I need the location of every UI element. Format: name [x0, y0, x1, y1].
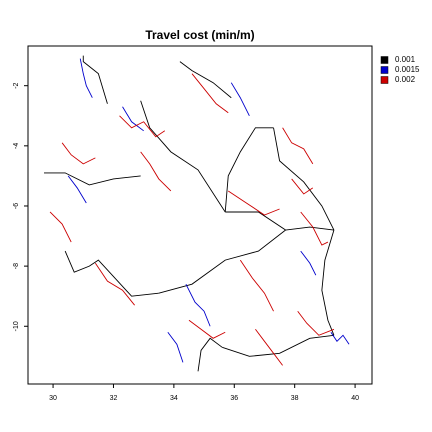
road — [273, 127, 335, 231]
road — [122, 106, 144, 132]
road — [230, 82, 250, 116]
road — [188, 319, 226, 339]
road — [167, 332, 184, 363]
road — [300, 211, 329, 246]
road — [255, 328, 283, 366]
legend-label: 0.001 — [395, 55, 416, 64]
road — [94, 262, 135, 306]
legend-swatch — [380, 56, 389, 64]
road — [239, 259, 274, 312]
y-tick-label: -6 — [13, 203, 20, 209]
x-tick-label: 36 — [230, 395, 238, 402]
legend-swatch — [380, 66, 389, 74]
road — [222, 334, 335, 357]
road — [119, 115, 166, 138]
road — [197, 337, 223, 372]
road — [300, 250, 317, 276]
road — [330, 332, 350, 345]
x-tick-label: 32 — [110, 395, 118, 402]
legend-label: 0.002 — [395, 75, 416, 84]
road — [224, 127, 274, 213]
road — [64, 250, 159, 297]
road — [79, 58, 93, 98]
road — [291, 178, 314, 195]
road — [49, 211, 72, 243]
road — [140, 100, 226, 213]
y-tick-label: -4 — [13, 143, 20, 149]
road — [185, 283, 211, 327]
road — [140, 151, 172, 192]
x-tick-label: 38 — [291, 395, 299, 402]
road — [44, 172, 141, 186]
y-tick-label: -2 — [13, 82, 20, 88]
road — [321, 229, 335, 336]
y-tick-label: -8 — [13, 263, 20, 269]
y-tick-label: -10 — [13, 321, 20, 331]
legend-swatch — [380, 76, 389, 84]
road — [61, 142, 96, 165]
road — [158, 229, 286, 294]
chart-title: Travel cost (min/m) — [145, 28, 254, 42]
x-tick-label: 30 — [49, 395, 57, 402]
road — [227, 190, 280, 216]
road — [282, 127, 314, 165]
x-tick-label: 34 — [170, 395, 178, 402]
x-tick-label: 40 — [351, 395, 359, 402]
road — [179, 61, 232, 99]
road — [82, 55, 108, 104]
road — [67, 175, 87, 204]
road — [191, 73, 229, 114]
road — [225, 211, 335, 231]
road — [297, 310, 335, 336]
legend-label: 0.0015 — [395, 65, 420, 74]
plot-frame — [27, 45, 373, 385]
